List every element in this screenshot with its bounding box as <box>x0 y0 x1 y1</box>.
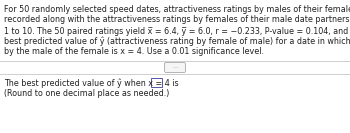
FancyBboxPatch shape <box>164 63 186 72</box>
Text: 1 to 10. The 50 paired ratings yield x̅ = 6.4, y̅ = 6.0, r = −0.233, P-value = 0: 1 to 10. The 50 paired ratings yield x̅ … <box>4 26 350 36</box>
Text: recorded along with the attractiveness ratings by females of their male date par: recorded along with the attractiveness r… <box>4 16 350 24</box>
Text: by the male of the female is x = 4. Use a 0.01 significance level.: by the male of the female is x = 4. Use … <box>4 47 264 56</box>
Text: .: . <box>163 78 166 87</box>
Bar <box>152 78 162 86</box>
Text: The best predicted value of ŷ when x = 4 is: The best predicted value of ŷ when x = … <box>4 78 178 88</box>
Text: For 50 randomly selected speed dates, attractiveness ratings by males of their f: For 50 randomly selected speed dates, at… <box>4 5 350 14</box>
Text: ...: ... <box>172 65 178 70</box>
Text: best predicted value of ŷ (attractiveness rating by female of male) for a date : best predicted value of ŷ (attractivene… <box>4 36 350 46</box>
Text: (Round to one decimal place as needed.): (Round to one decimal place as needed.) <box>4 88 169 97</box>
